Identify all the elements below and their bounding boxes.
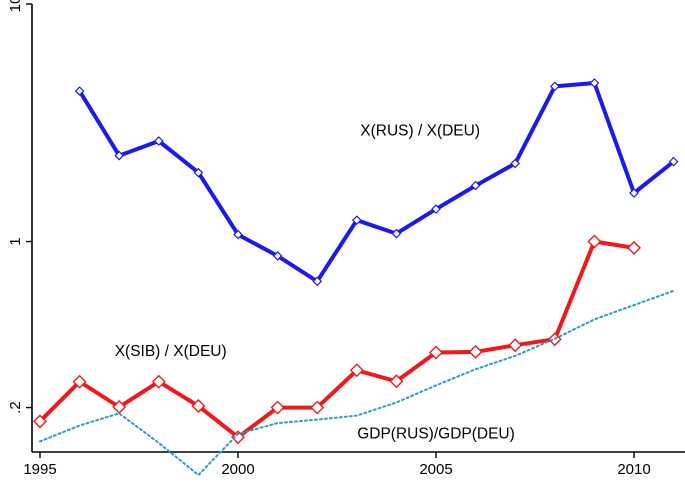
data-point-marker — [508, 338, 523, 353]
axes — [31, 4, 685, 453]
series-line — [77, 81, 676, 284]
series-rus-deu — [74, 78, 679, 287]
data-point-marker — [510, 158, 521, 169]
series-layer — [33, 78, 679, 476]
series-sib-deu — [33, 234, 641, 445]
data-point-marker — [231, 430, 245, 445]
data-point-marker — [629, 188, 639, 198]
data-point-marker — [468, 344, 483, 359]
data-point-marker — [310, 400, 325, 415]
y-tick-label: 1 — [7, 237, 24, 245]
series-gdp — [39, 289, 675, 476]
data-point-marker — [389, 374, 404, 389]
data-point-marker — [587, 234, 602, 249]
y-tick-label: .2 — [7, 401, 24, 414]
data-point-marker — [151, 374, 166, 389]
series-annotation-label: X(SIB) / X(DEU) — [115, 343, 227, 360]
data-point-marker — [233, 229, 243, 240]
data-point-marker — [312, 276, 323, 287]
data-point-marker — [627, 240, 641, 255]
data-point-marker — [114, 150, 125, 161]
x-tick-label: 1995 — [23, 461, 56, 478]
series-annotation-label: X(RUS) / X(DEU) — [360, 122, 480, 139]
data-point-marker — [351, 215, 362, 226]
data-point-marker — [112, 400, 127, 415]
data-point-marker — [74, 86, 85, 96]
data-point-marker — [72, 374, 87, 389]
x-tick-label: 2005 — [419, 461, 452, 478]
data-point-marker — [193, 167, 204, 178]
annotation-layer: X(RUS) / X(DEU) X(SIB) / X(DEU) GDP(RUS)/G… — [115, 122, 515, 442]
data-point-marker — [270, 400, 285, 415]
data-point-marker — [431, 204, 441, 214]
data-point-marker — [549, 81, 560, 92]
data-point-marker — [33, 414, 47, 429]
y-tick-label: 10 — [7, 0, 24, 12]
data-point-marker — [191, 399, 206, 414]
series-line — [38, 239, 636, 440]
series-annotation-label: GDP(RUS)/GDP(DEU) — [357, 426, 515, 443]
data-point-marker — [349, 363, 364, 378]
data-point-marker — [470, 180, 481, 191]
x-tick-label: 2000 — [221, 461, 254, 478]
data-point-marker — [153, 136, 164, 146]
data-point-marker — [668, 156, 679, 167]
data-point-marker — [391, 228, 402, 239]
x-tick-label: 2010 — [617, 461, 650, 478]
data-point-marker — [429, 345, 443, 360]
data-point-marker — [272, 251, 283, 261]
series-line — [39, 289, 675, 476]
data-point-marker — [589, 78, 600, 88]
axis-ticks: 1995 2000 2005 2010 .2 1 10 — [7, 0, 651, 478]
